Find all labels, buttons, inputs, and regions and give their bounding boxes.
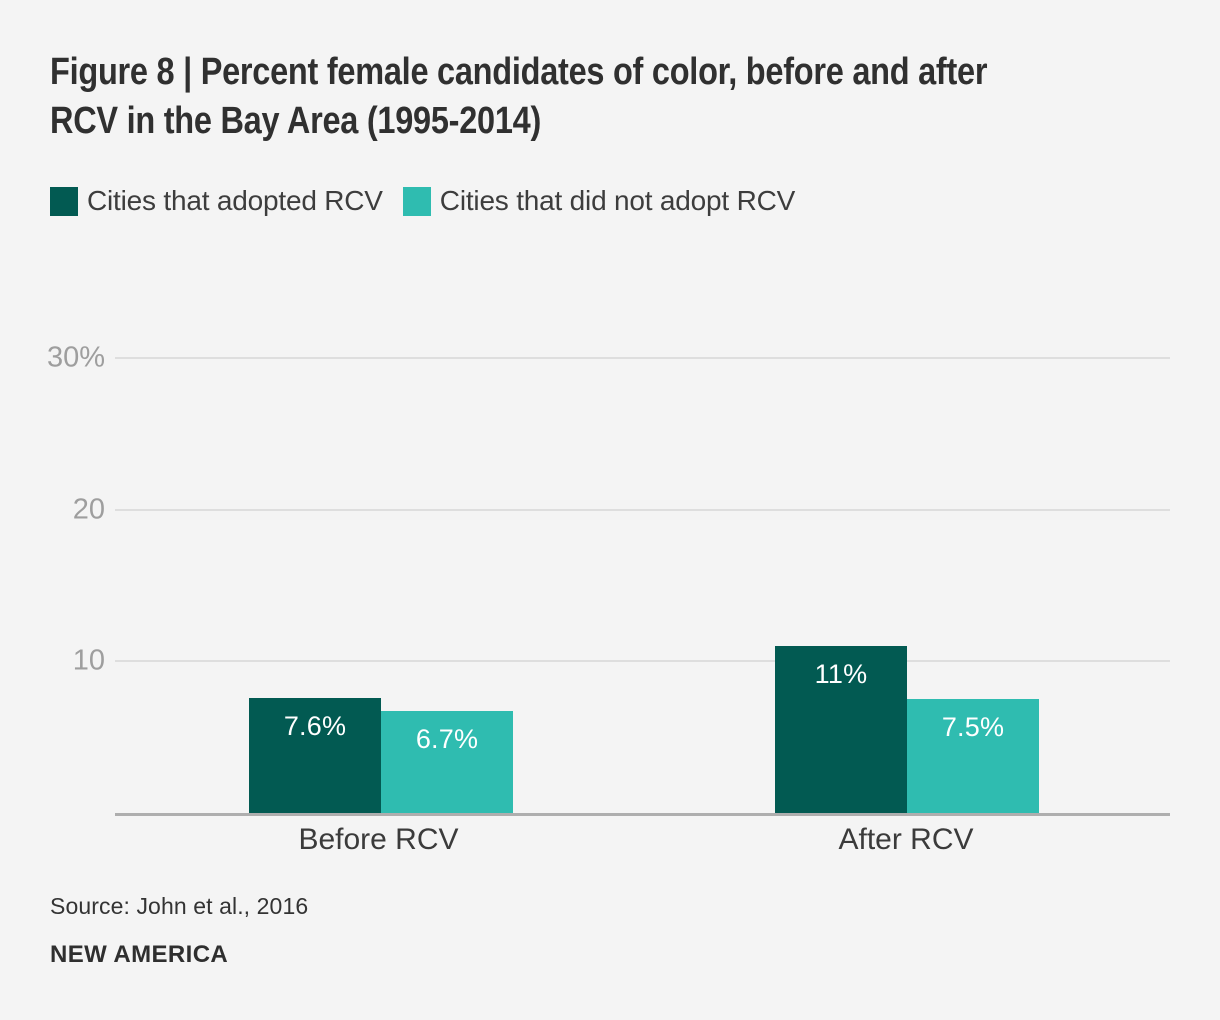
source-note: Source: John et al., 2016 xyxy=(50,893,309,919)
legend-item-adopted-rcv: Cities that adopted RCV xyxy=(50,185,383,217)
new-america-brand: NEW AMERICA xyxy=(50,941,229,968)
y-axis-tick-30: 30% xyxy=(46,341,105,374)
y-axis-tick-10: 10 xyxy=(72,644,105,677)
bar-before-rcv-adopted: 7.6% xyxy=(249,698,381,813)
legend-swatch-adopted-rcv xyxy=(50,186,78,216)
x-axis-label-after-rcv: After RCV xyxy=(838,823,974,856)
bar-value-label: 7.5% xyxy=(941,712,1005,742)
y-axis-tick-20: 20 xyxy=(72,493,105,526)
gridline-20 xyxy=(115,508,1170,511)
legend-swatch-not-adopted-rcv xyxy=(402,186,431,216)
bar-after-rcv-not-adopted: 7.5% xyxy=(907,699,1039,813)
x-axis-line xyxy=(115,813,1170,816)
gridline-30 xyxy=(115,356,1170,359)
x-axis-label-before-rcv: Before RCV xyxy=(298,823,459,856)
legend: Cities that adopted RCV Cities that did … xyxy=(50,185,795,217)
legend-item-not-adopted-rcv: Cities that did not adopt RCV xyxy=(402,185,796,217)
chart-title-line1: Figure 8 | Percent female candidates of … xyxy=(50,51,988,93)
legend-label-not-adopted-rcv: Cities that did not adopt RCV xyxy=(439,185,796,216)
bar-after-rcv-adopted: 11% xyxy=(775,646,907,813)
legend-label-adopted-rcv: Cities that adopted RCV xyxy=(87,185,383,216)
bar-value-label: 7.6% xyxy=(283,711,347,741)
bar-value-label: 11% xyxy=(814,659,868,689)
bar-value-label: 6.7% xyxy=(415,724,479,754)
chart-title: Figure 8 | Percent female candidates of … xyxy=(50,48,987,146)
gridline-10 xyxy=(115,660,1170,663)
chart-title-line2: RCV in the Bay Area (1995-2014) xyxy=(50,100,542,142)
bar-before-rcv-not-adopted: 6.7% xyxy=(381,711,513,813)
